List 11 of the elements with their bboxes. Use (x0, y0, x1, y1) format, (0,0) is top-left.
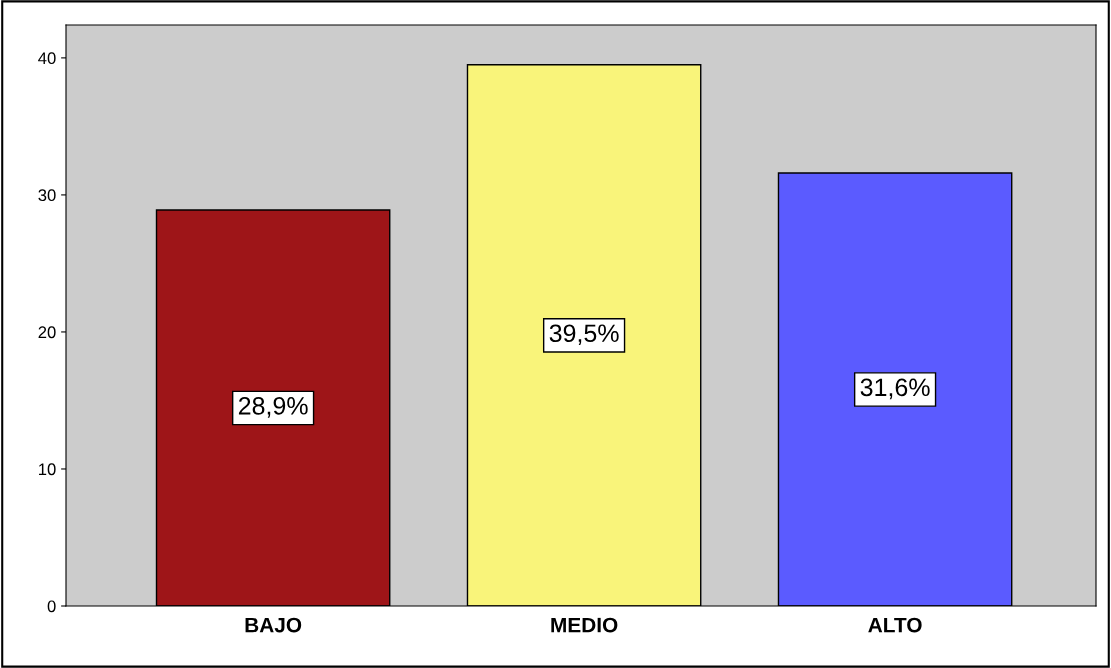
y-tick-label: 10 (39, 463, 56, 476)
x-tick-label: ALTO (868, 617, 922, 633)
data-label: 39,5% (549, 324, 619, 346)
y-tick-label: 30 (38, 189, 56, 202)
x-tick-label: MEDIO (551, 617, 618, 633)
data-label: 28,9% (238, 397, 308, 418)
y-tick-label: 20 (38, 326, 56, 339)
x-tick-label: BAJO (245, 617, 302, 633)
data-label: 31,6% (860, 378, 930, 400)
y-tick-label: 0 (47, 600, 56, 613)
y-tick-label: 40 (38, 52, 56, 65)
